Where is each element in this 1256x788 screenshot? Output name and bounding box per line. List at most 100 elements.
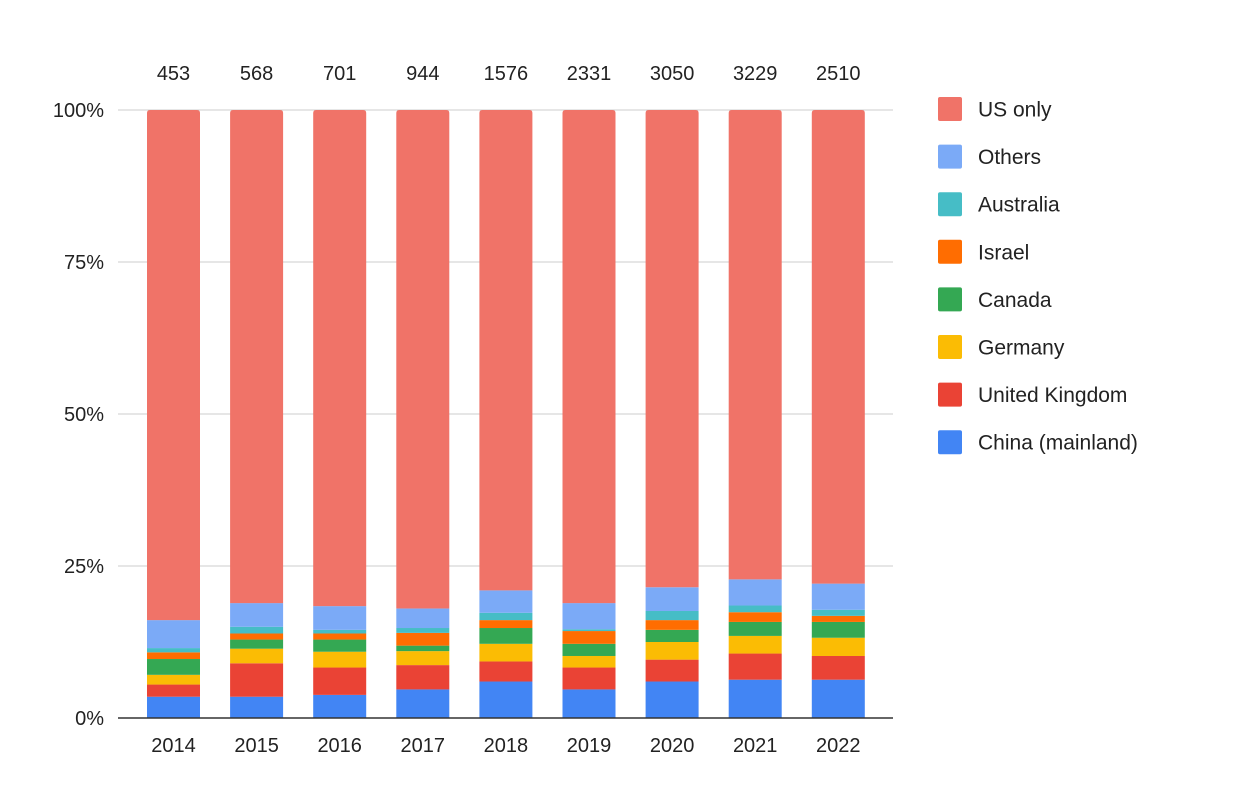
legend-item: Israel [938, 239, 1029, 264]
legend-swatch [938, 382, 962, 407]
legend-item: Australia [938, 192, 1060, 217]
bar-segment-canada [811, 621, 865, 638]
legend-swatch [938, 97, 962, 121]
bar-segment-us-only [811, 110, 865, 584]
bar-segment-australia [479, 612, 533, 621]
bar-segment-canada [396, 645, 450, 652]
bar-segment-united-kingdom [728, 653, 782, 680]
bar-segment-australia [313, 629, 367, 634]
legend-label: United Kingdom [978, 384, 1127, 407]
y-tick-label: 50% [64, 404, 104, 426]
bar-segment-us-only [479, 110, 533, 591]
x-axis-ticks: 2014 2015 2016 2017 2018 2019 2020 2021 2022 [151, 735, 860, 757]
bar-segment-canada [147, 659, 200, 675]
legend-item: United Kingdom [938, 382, 1127, 407]
legend-item: Others [938, 144, 1041, 169]
bar-segment-australia [396, 628, 450, 633]
x-tick-label: 2022 [816, 735, 861, 757]
bar-total-label: 3229 [733, 63, 778, 85]
legend-label: US only [978, 99, 1052, 122]
bar-segment-united-kingdom [562, 667, 616, 690]
bar-segment-others [811, 583, 865, 610]
bar-segment-israel [479, 620, 533, 629]
bar-segment-germany [811, 637, 865, 656]
bar-segment-canada [313, 639, 367, 652]
bar-stack-2015 [230, 110, 284, 718]
bar-segment-united-kingdom [811, 655, 865, 680]
bar-segment-us-only [230, 110, 284, 604]
legend-label: China (mainland) [978, 432, 1138, 455]
bar-segment-china-mainland [147, 696, 200, 718]
bar-segment-us-only [728, 110, 782, 580]
legend-swatch [938, 239, 962, 264]
x-tick-label: 2020 [650, 735, 695, 757]
bar-total-labels: 453 568 701 944 1576 2331 3050 3229 2510 [157, 63, 861, 85]
bar-segment-germany [479, 643, 533, 662]
bar-segment-australia [147, 648, 200, 653]
bar-segment-us-only [313, 110, 367, 607]
bar-segment-us-only [396, 110, 450, 609]
x-tick-label: 2019 [567, 735, 612, 757]
bar-segment-united-kingdom [230, 663, 284, 697]
bar-segment-us-only [645, 110, 699, 588]
legend-label: Canada [978, 289, 1052, 312]
bar-segment-canada [479, 628, 533, 644]
bar-segment-others [562, 603, 616, 630]
legend-label: Others [978, 146, 1041, 169]
bar-total-label: 701 [323, 63, 356, 85]
bar-total-label: 3050 [650, 63, 695, 85]
y-tick-label: 75% [64, 252, 104, 274]
y-tick-label: 0% [75, 708, 104, 730]
bar-segment-china-mainland [811, 679, 865, 718]
bar-segment-us-only [147, 110, 200, 621]
bar-segment-united-kingdom [313, 667, 367, 695]
bar-segment-israel [645, 620, 699, 630]
bar-segment-china-mainland [313, 694, 367, 718]
bar-segment-others [728, 579, 782, 606]
bar-total-label: 568 [240, 63, 273, 85]
x-tick-label: 2015 [234, 735, 279, 757]
bar-segment-others [147, 620, 200, 649]
bar-segment-united-kingdom [645, 659, 699, 682]
bar-segment-china-mainland [230, 696, 284, 718]
bar-total-label: 944 [406, 63, 439, 85]
bar-total-label: 2331 [567, 63, 612, 85]
bar-segment-china-mainland [479, 681, 533, 718]
bar-stack-2014 [147, 110, 200, 718]
bar-segment-canada [230, 639, 284, 649]
legend-item: China (mainland) [938, 430, 1138, 455]
bar-segment-israel [728, 612, 782, 622]
bar-segment-australia [728, 605, 782, 613]
bar-segment-china-mainland [645, 681, 699, 718]
y-axis-ticks: 0% 25% 50% 75% 100% [53, 100, 104, 730]
legend-swatch [938, 430, 962, 455]
bar-segment-israel [147, 652, 200, 660]
legend-label: Israel [978, 241, 1029, 264]
legend: US only Others Australia Israel Canada German… [938, 97, 1138, 455]
bar-stack-2021 [728, 110, 782, 718]
bar-segment-china-mainland [562, 689, 616, 718]
bar-stack-2019 [562, 110, 616, 718]
bar-segment-china-mainland [728, 679, 782, 718]
legend-swatch [938, 144, 962, 169]
bar-segment-germany [728, 635, 782, 654]
bar-stack-2017 [396, 110, 450, 718]
bar-segment-germany [396, 651, 450, 666]
bar-segment-australia [811, 609, 865, 616]
bar-segment-united-kingdom [479, 661, 533, 682]
bar-segment-israel [562, 631, 616, 644]
bar-segment-others [396, 608, 450, 629]
y-tick-label: 25% [64, 556, 104, 578]
bar-total-label: 1576 [484, 63, 529, 85]
bar-segment-germany [645, 642, 699, 660]
bar-stack-2022 [811, 110, 865, 718]
legend-item: Canada [938, 287, 1052, 312]
bar-segment-canada [562, 643, 616, 656]
bar-segment-israel [396, 632, 450, 646]
bar-segment-germany [313, 651, 367, 668]
bar-segment-others [479, 590, 533, 613]
bar-segment-others [313, 606, 367, 630]
bar-segment-united-kingdom [147, 684, 200, 697]
y-tick-label: 100% [53, 100, 104, 122]
